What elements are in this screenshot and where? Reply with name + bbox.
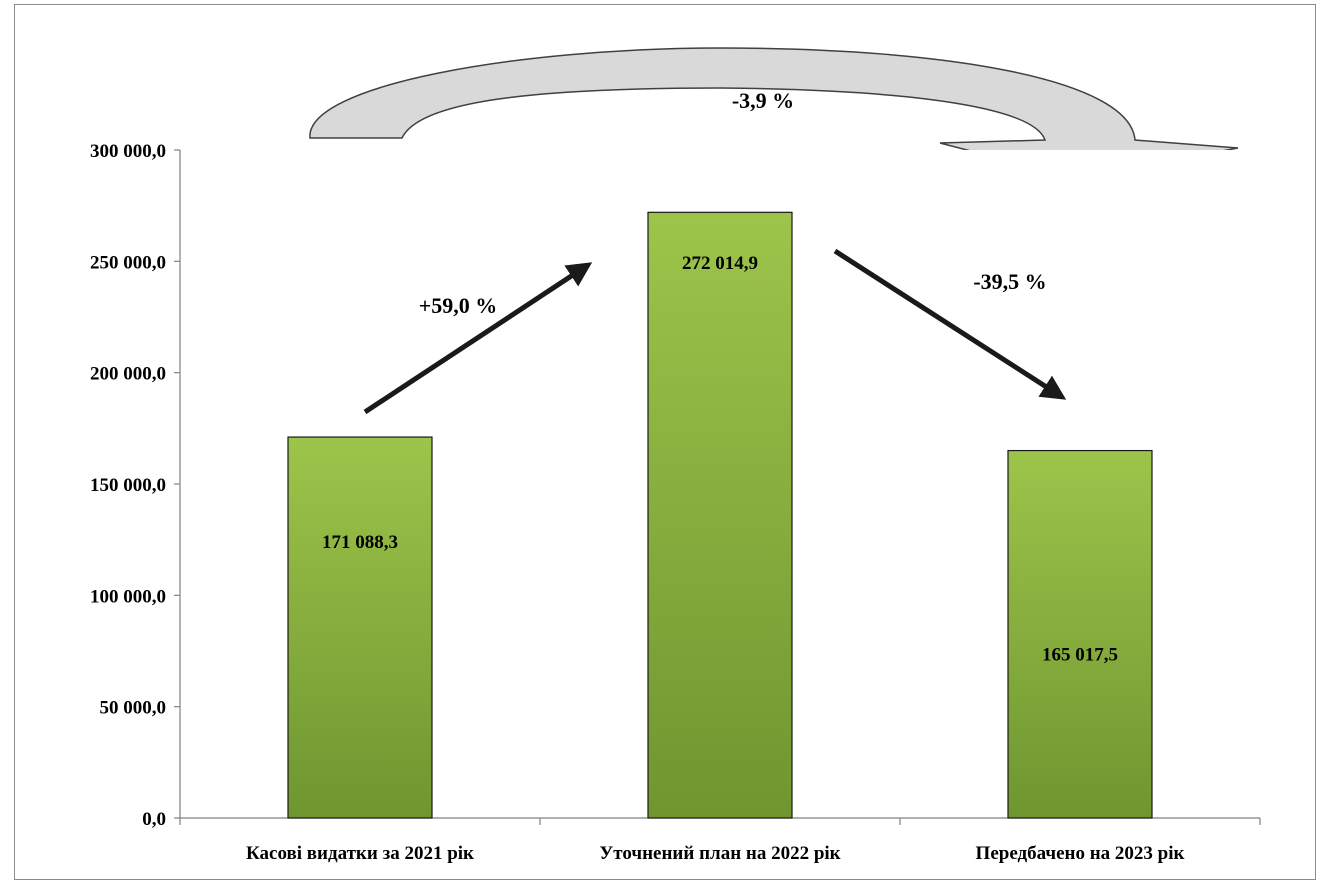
x-tick-label: Передбачено на 2023 рік (976, 843, 1185, 864)
labels: 0,0 50 000,0 100 000,0 150 000,0 200 000,0 25… (90, 141, 1184, 864)
curved-arrow-icon (309, 47, 1239, 179)
y-tick-label: 300 000,0 (90, 141, 166, 162)
y-tick-label: 100 000,0 (90, 586, 166, 607)
data-label: 272 014,9 (682, 253, 758, 274)
annotation-up: +59,0 % (419, 293, 498, 318)
bar (287, 436, 433, 819)
bars (287, 211, 1153, 819)
y-tick-label: 150 000,0 (90, 475, 166, 496)
annotation-overall: -3,9 % (732, 88, 794, 113)
arrow-up-icon (363, 262, 593, 415)
y-tick-label: 50 000,0 (100, 698, 167, 719)
arrow-down-icon (833, 248, 1067, 400)
y-tick-label: 200 000,0 (90, 364, 166, 385)
x-tick-label: Касові видатки за 2021 рік (246, 843, 474, 864)
x-tick-label: Уточнений план на 2022 рік (599, 843, 840, 864)
data-label: 165 017,5 (1042, 645, 1118, 666)
data-label: 171 088,3 (322, 532, 398, 553)
bar (1007, 449, 1153, 819)
annotation-down: -39,5 % (973, 269, 1046, 294)
bar (647, 211, 793, 819)
y-tick-label: 250 000,0 (90, 252, 166, 273)
y-tick-label: 0,0 (142, 809, 166, 830)
